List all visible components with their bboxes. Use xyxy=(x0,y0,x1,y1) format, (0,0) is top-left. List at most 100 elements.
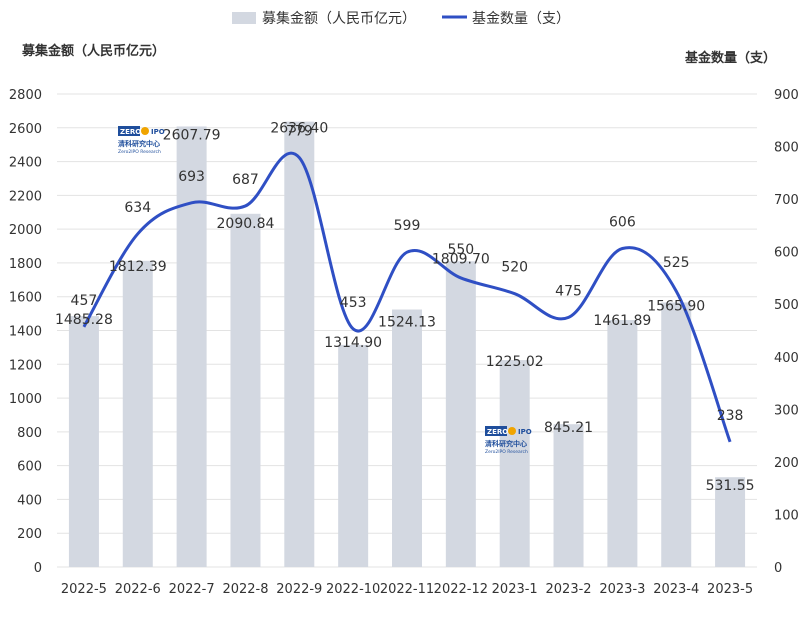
left-tick-label: 600 xyxy=(17,460,42,475)
logo-dot xyxy=(141,127,149,135)
bar[interactable] xyxy=(499,360,530,567)
x-tick-label: 2022-12 xyxy=(434,582,488,597)
bar-data-label: 2607.79 xyxy=(163,127,221,143)
left-tick-label: 1200 xyxy=(9,358,42,373)
x-tick-label: 2023-3 xyxy=(599,582,645,597)
x-tick-label: 2022-8 xyxy=(222,582,268,597)
left-tick-label: 400 xyxy=(17,493,42,508)
line-data-label: 520 xyxy=(501,260,528,276)
bar[interactable] xyxy=(445,261,476,567)
bar[interactable] xyxy=(715,477,746,567)
x-tick-label: 2022-7 xyxy=(169,582,215,597)
left-tick-label: 2600 xyxy=(9,122,42,137)
bar-data-label: 845.21 xyxy=(544,420,593,436)
logo-dot xyxy=(508,427,516,435)
left-tick-label: 1000 xyxy=(9,392,42,407)
right-tick-label: 0 xyxy=(774,561,782,576)
line-data-label: 693 xyxy=(178,169,205,185)
bar-data-label: 1225.02 xyxy=(486,354,544,370)
bar-data-label: 1809.70 xyxy=(432,251,490,267)
bar-data-label: 1524.13 xyxy=(378,315,436,331)
x-tick-label: 2023-2 xyxy=(546,582,592,597)
bar-data-label: 1485.28 xyxy=(55,312,113,328)
right-tick-label: 200 xyxy=(774,456,799,471)
bar[interactable] xyxy=(122,260,153,567)
legend-label-count: 基金数量（支） xyxy=(472,10,570,27)
bar-data-labels: 1485.28 1812.39 2607.79 2090.84 2636.40 1314.… xyxy=(55,121,755,495)
left-tick-label: 2800 xyxy=(9,88,42,103)
right-tick-label: 300 xyxy=(774,403,799,418)
line-data-labels: 457 634 693 687 779 453 599 550 520 475 606 525 238 xyxy=(71,124,744,424)
left-tick-label: 1400 xyxy=(9,325,42,340)
left-tick-label: 1800 xyxy=(9,257,42,272)
bar[interactable] xyxy=(284,121,315,567)
line-data-label: 606 xyxy=(609,215,636,231)
x-axis-ticks: 2022-5 2022-6 2022-7 2022-8 2022-9 2022-10 202… xyxy=(61,582,753,597)
bar-data-label: 1565.90 xyxy=(647,298,705,314)
legend-label-amount: 募集金额（人民币亿元） xyxy=(262,10,416,27)
bar-data-label: 1812.39 xyxy=(109,259,167,275)
bar[interactable] xyxy=(607,320,638,567)
x-tick-label: 2023-1 xyxy=(492,582,538,597)
line-data-label: 634 xyxy=(124,200,151,216)
line-data-label: 457 xyxy=(71,293,98,309)
bar[interactable] xyxy=(392,309,422,567)
bar-data-label: 2090.84 xyxy=(217,216,275,232)
legend-item-count[interactable]: 基金数量（支） xyxy=(442,10,570,27)
logo-name-en: Zero2IPO Research xyxy=(118,149,161,155)
legend: 募集金额（人民币亿元） 基金数量（支） xyxy=(232,10,570,27)
right-tick-label: 900 xyxy=(774,88,799,103)
line-data-label: 475 xyxy=(555,283,582,299)
logo-name-cn: 清科研究中心 xyxy=(118,139,160,148)
legend-swatch-amount xyxy=(232,12,256,24)
line-data-label: 779 xyxy=(286,124,313,140)
x-tick-label: 2022-6 xyxy=(115,582,161,597)
bar-data-label: 1461.89 xyxy=(593,313,651,329)
right-axis-title: 基金数量（支） xyxy=(684,50,776,66)
logo-name-cn: 清科研究中心 xyxy=(485,439,527,448)
bar-series xyxy=(68,121,746,568)
right-tick-label: 600 xyxy=(774,246,799,261)
left-tick-label: 200 xyxy=(17,527,42,542)
x-tick-label: 2022-10 xyxy=(326,582,380,597)
bar[interactable] xyxy=(68,316,99,567)
line-data-label: 599 xyxy=(394,218,421,234)
x-tick-label: 2022-11 xyxy=(380,582,434,597)
x-tick-label: 2022-9 xyxy=(276,582,322,597)
bar[interactable] xyxy=(176,126,207,567)
right-tick-label: 100 xyxy=(774,508,799,523)
x-tick-label: 2023-4 xyxy=(653,582,699,597)
left-tick-label: 800 xyxy=(17,426,42,441)
logo-zero-text: ZERO xyxy=(487,428,508,436)
right-tick-label: 400 xyxy=(774,351,799,366)
left-axis-ticks: 0 200 400 600 800 1000 1200 1400 1600 1800 2000 220… xyxy=(9,88,42,576)
line-data-label: 550 xyxy=(447,242,474,258)
legend-item-amount[interactable]: 募集金额（人民币亿元） xyxy=(232,10,416,27)
bar-data-label: 2636.40 xyxy=(270,121,328,137)
x-tick-label: 2022-5 xyxy=(61,582,107,597)
left-tick-label: 0 xyxy=(34,561,42,576)
left-tick-label: 2200 xyxy=(9,189,42,204)
logo-zero-text: ZERO xyxy=(120,128,141,136)
left-tick-label: 2400 xyxy=(9,156,42,171)
right-tick-label: 800 xyxy=(774,141,799,156)
series-line[interactable] xyxy=(82,151,732,443)
right-tick-label: 500 xyxy=(774,298,799,313)
left-axis-title: 募集金额（人民币亿元） xyxy=(21,43,165,59)
left-tick-label: 1600 xyxy=(9,291,42,306)
logo-zero-box xyxy=(118,126,140,136)
line-data-label: 453 xyxy=(340,295,367,311)
line-series xyxy=(82,151,732,443)
bar[interactable] xyxy=(553,424,584,567)
bar-data-label: 1314.90 xyxy=(324,335,382,351)
logo-name-en: Zero2IPO Research xyxy=(485,449,528,455)
bar[interactable] xyxy=(230,213,261,568)
line-data-label: 238 xyxy=(717,408,744,424)
watermark-logo: ZERO IPO 清科研究中心 Zero2IPO Research xyxy=(485,426,532,455)
line-data-label: 687 xyxy=(232,172,259,188)
bar[interactable] xyxy=(661,302,692,567)
line-data-label: 525 xyxy=(663,255,690,271)
right-axis-ticks: 0 100 200 300 400 500 600 700 800 900 xyxy=(774,88,799,576)
left-tick-label: 2000 xyxy=(9,223,42,238)
bar[interactable] xyxy=(338,344,369,567)
